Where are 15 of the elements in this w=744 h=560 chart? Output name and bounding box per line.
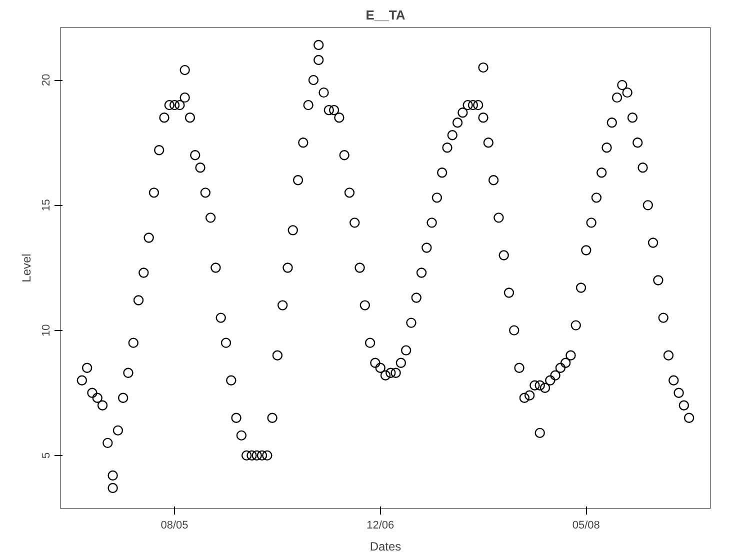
y-tick-label: 10: [40, 324, 52, 336]
y-tick-label: 5: [40, 452, 52, 459]
y-tick-label: 20: [40, 74, 52, 86]
point: [108, 482, 118, 494]
point: [314, 40, 324, 50]
point: [478, 62, 488, 73]
point: [180, 64, 190, 76]
x-axis-title: Dates: [370, 540, 402, 554]
point: [534, 428, 545, 438]
y-tick-label: 15: [40, 199, 52, 212]
x-tick-label: 08/05: [160, 520, 188, 532]
x-tick-label: 05/08: [572, 520, 600, 532]
chart-title: E__TA: [366, 8, 406, 22]
y-axis-title: Level: [20, 254, 34, 282]
x-tick-label: 12/06: [366, 520, 394, 532]
